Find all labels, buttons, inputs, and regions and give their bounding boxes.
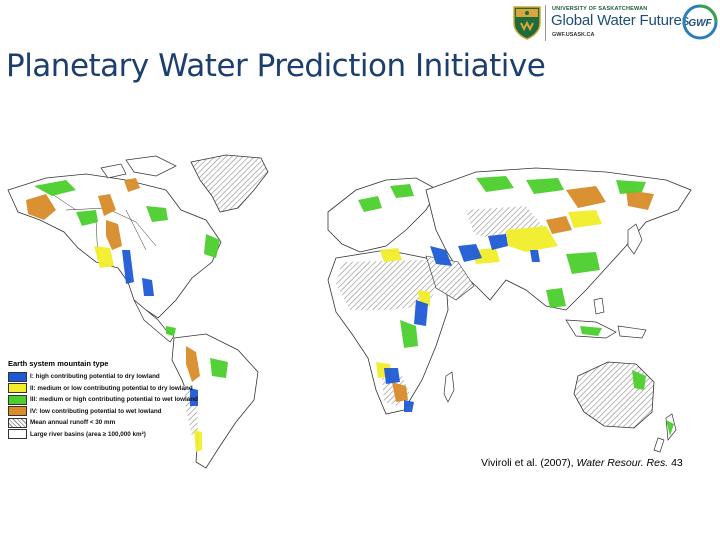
legend-title: Earth system mountain type [8,359,109,368]
legend-swatch-type-ii [8,383,27,394]
legend-item: Large river basins (area ≥ 100,000 km²) [8,429,214,441]
arabia-hatch [425,255,475,301]
legend-swatch-runoff [8,417,27,428]
gwf-badge-icon: GWF [682,4,718,40]
map-legend: Earth system mountain type I: high contr… [8,359,214,440]
gwf-logo: UNIVERSITY OF SASKATCHEWAN Global Water … [512,3,718,43]
madagascar [443,371,455,403]
legend-label: Mean annual runoff < 30 mm [30,419,116,427]
europe [327,177,439,253]
legend-label: I: high contributing potential to dry lo… [30,373,160,381]
page-title: Planetary Water Prediction Initiative [6,48,546,84]
legend-label: Large river basins (area ≥ 100,000 km²) [30,430,146,438]
legend-swatch-type-iii [8,394,27,405]
mountain-type-iii [34,176,674,436]
citation: Viviroli et al. (2007), Water Resour. Re… [481,457,683,469]
citation-volume: 43 [671,457,683,469]
legend-swatch-type-i [8,371,27,382]
mountain-type-iv [26,178,654,402]
arctic-islands [100,155,177,179]
world-map [7,154,692,469]
university-shield-icon [513,6,541,40]
legend-swatch-basins [8,429,27,440]
greenland [190,154,269,213]
gwf-badge-text: GWF [688,18,712,29]
legend-item: II: medium or low contributing potential… [8,383,214,395]
legend-item: I: high contributing potential to dry lo… [8,371,214,383]
legend-label: IV: low contributing potential to wet lo… [30,407,162,415]
legend-label: III: medium or high contributing potenti… [30,396,198,404]
mountain-type-i [122,234,540,412]
university-name: UNIVERSITY OF SASKATCHEWAN [552,6,648,12]
sahara-hatch [336,260,440,310]
mountain-type-ii [94,210,602,452]
new-zealand [653,413,677,453]
southeast-asia-islands [565,297,647,339]
legend-item: Mean annual runoff < 30 mm [8,417,214,429]
north-america-basins [45,189,157,261]
japan [627,223,643,255]
legend-item: IV: low contributing potential to wet lo… [8,406,214,418]
citation-authors: Viviroli et al. (2007), [481,457,574,469]
legend-label: II: medium or low contributing potential… [30,384,193,392]
legend-item: III: medium or high contributing potenti… [8,394,214,406]
legend-swatch-type-iv [8,406,27,417]
citation-journal: Water Resour. Res. [576,457,669,469]
australia [573,361,655,429]
logo-divider [545,5,546,41]
gwf-name: Global Water Futures [551,12,689,29]
gwf-url: GWF.USASK.CA [552,32,595,38]
